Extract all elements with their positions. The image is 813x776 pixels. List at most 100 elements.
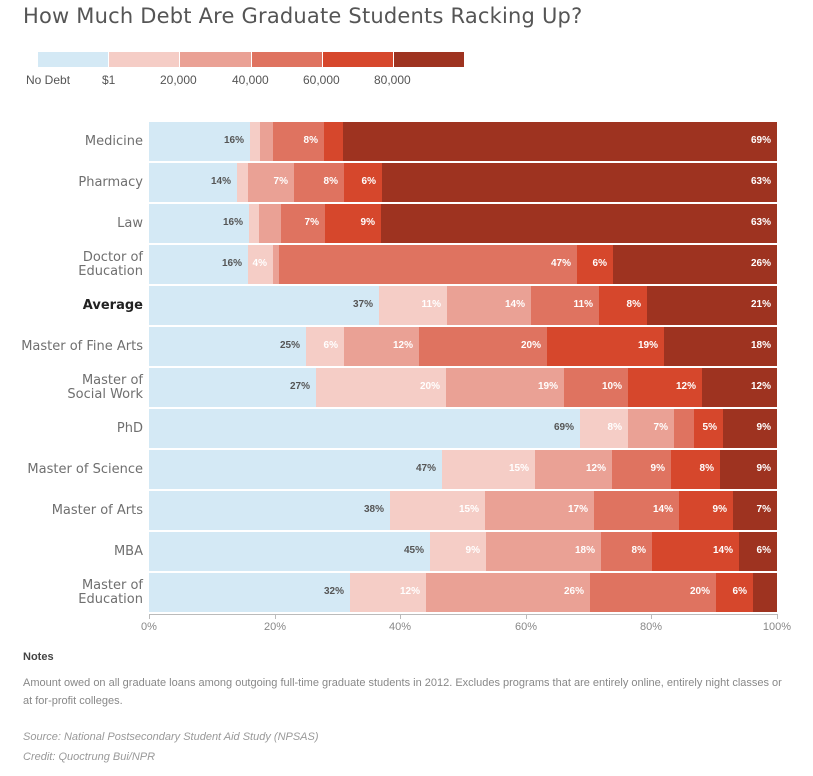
bar-segment <box>664 327 777 366</box>
notes-text: Amount owed on all graduate loans among … <box>23 677 782 707</box>
source-credit: Source: National Postsecondary Student A… <box>23 731 319 743</box>
category-label: Master of Fine Arts <box>21 338 143 354</box>
bar-segment <box>260 122 273 161</box>
data-label: 14% <box>652 504 673 515</box>
bar-segment <box>248 245 273 284</box>
legend-label: $1 <box>102 73 116 87</box>
bar-segment <box>580 409 628 448</box>
bar-segment <box>344 163 382 202</box>
bar-segment <box>720 450 777 489</box>
data-label: 12% <box>585 463 606 474</box>
data-label: 7% <box>756 504 771 515</box>
data-label: 18% <box>574 545 595 556</box>
bar-row: 69% 8% 7% 5% 9% <box>149 409 777 448</box>
bar-segment <box>694 409 723 448</box>
data-label: 47% <box>550 258 571 269</box>
category-label: Pharmacy <box>78 174 143 190</box>
bar-segment <box>237 163 248 202</box>
bar-segment <box>149 163 237 202</box>
data-label: 14% <box>504 299 525 310</box>
category-label: Master of Arts <box>51 502 143 518</box>
legend-swatch <box>322 52 394 67</box>
category-label: MBA <box>113 543 143 559</box>
data-label: 6% <box>592 258 607 269</box>
data-label: 12% <box>392 340 413 351</box>
bar-segment <box>343 122 777 161</box>
bar-segment <box>601 532 652 571</box>
bar-segment <box>716 573 753 612</box>
data-label: 7% <box>304 217 319 228</box>
data-label: 20% <box>419 381 440 392</box>
bar-segment <box>149 532 430 571</box>
category-label: Master of Education <box>78 577 143 607</box>
x-tick-label: 20% <box>263 621 287 633</box>
bar-segment <box>674 409 694 448</box>
legend-label: 80,000 <box>374 73 411 87</box>
legend-label: 60,000 <box>303 73 340 87</box>
category-label: Average <box>82 297 143 313</box>
data-label: 9% <box>712 504 727 515</box>
bar-segment <box>249 204 259 243</box>
bar-row: 16% 7% 9% 63% <box>149 204 777 243</box>
bar-segment <box>671 450 720 489</box>
data-label: 16% <box>222 217 243 228</box>
bar-row: 16% 4% 47% 6% 26% <box>149 245 777 284</box>
data-label: 8% <box>626 299 641 310</box>
bar-segment <box>426 573 590 612</box>
x-tick <box>651 614 652 619</box>
bar-segment <box>379 286 447 325</box>
bar-segment <box>294 163 344 202</box>
category-label: Master of Science <box>27 461 143 477</box>
data-label: 6% <box>323 340 338 351</box>
category-label: PhD <box>116 420 143 436</box>
bar-segment <box>281 204 325 243</box>
bar-segment <box>702 368 777 407</box>
data-label: 9% <box>650 463 665 474</box>
category-label: Medicine <box>84 133 143 149</box>
bar-segment <box>316 368 446 407</box>
bar-segment <box>628 368 702 407</box>
bar-segment <box>679 491 733 530</box>
bar-row: 38% 15% 17% 14% 9% 7% <box>149 491 777 530</box>
legend-swatch <box>251 52 323 67</box>
bar-row: 25% 6% 12% 20% 19% 18% <box>149 327 777 366</box>
data-label: 5% <box>702 422 717 433</box>
data-label: 19% <box>537 381 558 392</box>
data-label: 8% <box>323 176 338 187</box>
bar-row: 27% 20% 19% 10% 12% 12% <box>149 368 777 407</box>
bar-segment <box>613 245 777 284</box>
bar-row: 47% 15% 12% 9% 8% 9% <box>149 450 777 489</box>
data-label: 9% <box>756 422 771 433</box>
bar-segment <box>306 327 344 366</box>
bar-segment <box>577 245 613 284</box>
x-tick <box>526 614 527 619</box>
data-label: 12% <box>750 381 771 392</box>
data-label: 11% <box>573 299 593 310</box>
x-tick <box>400 614 401 619</box>
author-credit: Credit: Quoctrung Bui/NPR <box>23 751 156 763</box>
data-label: 21% <box>750 299 771 310</box>
bar-segment <box>149 409 580 448</box>
bar-segment <box>442 450 535 489</box>
data-label: 10% <box>601 381 622 392</box>
bar-segment <box>531 286 599 325</box>
legend-swatch <box>109 52 181 67</box>
data-label: 16% <box>221 258 242 269</box>
data-label: 38% <box>363 504 384 515</box>
data-label: 12% <box>675 381 696 392</box>
bar-segment <box>149 491 390 530</box>
x-tick <box>149 614 150 619</box>
legend-swatch <box>393 52 465 67</box>
data-label: 8% <box>631 545 646 556</box>
data-label: 15% <box>508 463 529 474</box>
bar-row: 14% 7% 8% 6% 63% <box>149 163 777 202</box>
bar-segment <box>325 204 381 243</box>
bar-segment <box>733 491 777 530</box>
bar-segment <box>547 327 664 366</box>
bar-segment <box>273 122 324 161</box>
bar-segment <box>486 532 601 571</box>
data-label: 26% <box>563 586 584 597</box>
bar-segment <box>628 409 674 448</box>
x-axis-line <box>149 614 777 615</box>
bar-segment <box>273 245 279 284</box>
